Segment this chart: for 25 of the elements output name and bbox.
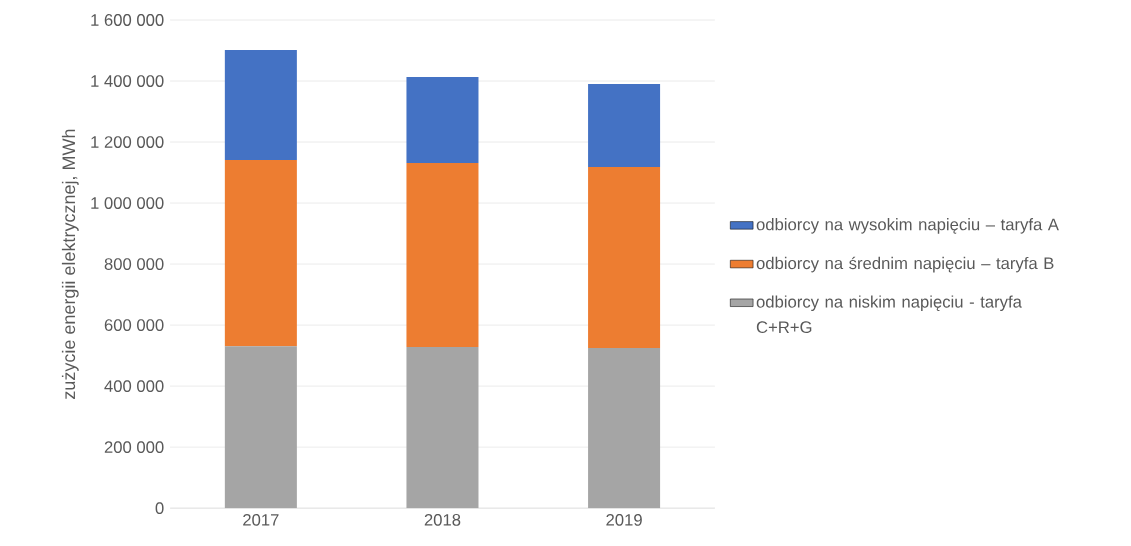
y-tick-label: 1 200 000 [91, 136, 164, 148]
bar [224, 49, 297, 160]
legend-label: odbiorcy na niskim napięciu - taryfa C+R+G [756, 295, 1022, 333]
y-tick-label: 1 000 000 [91, 197, 164, 209]
y-tick-label: 1 600 000 [91, 14, 164, 26]
y-tick-label: 400 000 [104, 380, 164, 392]
bar [588, 83, 661, 167]
bar [588, 166, 661, 348]
x-tick-label: 2018 [424, 513, 461, 526]
bar [406, 346, 479, 509]
bar [406, 76, 479, 164]
bar [588, 347, 661, 509]
y-tick-label: 600 000 [104, 319, 164, 331]
y-tick-label: 0 [155, 502, 164, 514]
y-tick-label: 800 000 [104, 258, 164, 270]
x-tick-label: 2017 [243, 513, 279, 526]
y-tick-label: 200 000 [104, 441, 164, 453]
y-axis-title: zużycie energii elektrycznej, MWh [61, 129, 79, 399]
y-tick-label: 1 400 000 [91, 75, 164, 87]
bar [224, 346, 297, 509]
x-tick-label: 2019 [606, 513, 642, 526]
bar [406, 163, 479, 347]
legend-label: odbiorcy na wysokim napięciu – taryfa A [756, 218, 1059, 234]
legend-label: odbiorcy na średnim napięciu – taryfa B [756, 256, 1054, 273]
bar [224, 159, 297, 347]
